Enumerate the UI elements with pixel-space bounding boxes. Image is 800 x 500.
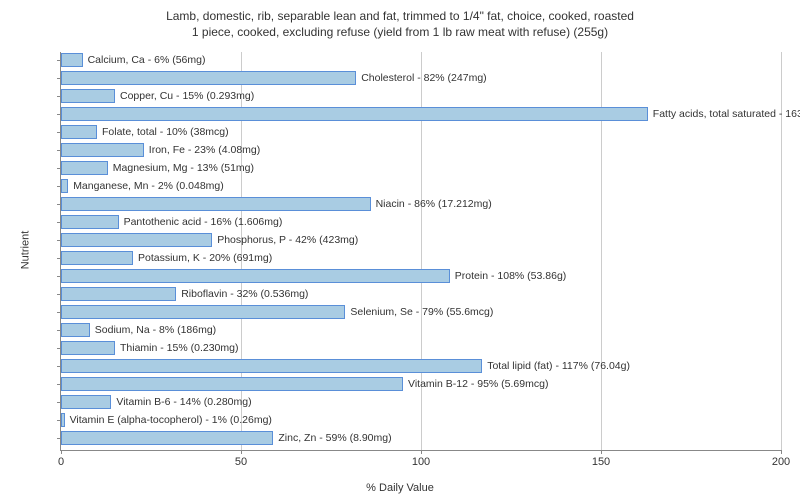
bar [61,269,450,283]
bar-label: Vitamin B-6 - 14% (0.280mg) [111,395,251,409]
bar [61,143,144,157]
bar [61,89,115,103]
bar-label: Zinc, Zn - 59% (8.90mg) [273,431,391,445]
bar-label: Riboflavin - 32% (0.536mg) [176,287,308,301]
x-tick-label: 50 [235,456,247,468]
bar-label: Total lipid (fat) - 117% (76.04g) [482,359,630,373]
bar [61,359,482,373]
bar-label: Niacin - 86% (17.212mg) [371,197,492,211]
bar-label: Magnesium, Mg - 13% (51mg) [108,161,254,175]
title-line-1: Lamb, domestic, rib, separable lean and … [166,9,634,23]
x-axis-label: % Daily Value [366,482,434,494]
bar-label: Thiamin - 15% (0.230mg) [115,341,238,355]
bar [61,197,371,211]
x-tick [421,450,422,454]
bar-label: Selenium, Se - 79% (55.6mcg) [345,305,493,319]
bar [61,323,90,337]
bar-label: Cholesterol - 82% (247mg) [356,71,486,85]
x-tick [61,450,62,454]
y-axis-label: Nutrient [19,231,31,270]
bar [61,431,273,445]
bar [61,287,176,301]
bar [61,125,97,139]
bar-label: Calcium, Ca - 6% (56mg) [83,53,206,67]
bar-label: Iron, Fe - 23% (4.08mg) [144,143,260,157]
x-tick-label: 200 [772,456,790,468]
bar-label: Manganese, Mn - 2% (0.048mg) [68,179,224,193]
bar [61,107,648,121]
bar [61,215,119,229]
bar-label: Pantothenic acid - 16% (1.606mg) [119,215,283,229]
bar-label: Copper, Cu - 15% (0.293mg) [115,89,254,103]
x-tick-label: 0 [58,456,64,468]
bar-label: Fatty acids, total saturated - 163% (32.… [648,107,800,121]
bar-label: Sodium, Na - 8% (186mg) [90,323,216,337]
bar-label: Vitamin B-12 - 95% (5.69mcg) [403,377,548,391]
bar-label: Potassium, K - 20% (691mg) [133,251,272,265]
x-tick [781,450,782,454]
bar [61,71,356,85]
title-line-2: 1 piece, cooked, excluding refuse (yield… [192,25,608,39]
x-tick [601,450,602,454]
plot-area: 050100150200Calcium, Ca - 6% (56mg)Chole… [60,52,781,451]
chart-title: Lamb, domestic, rib, separable lean and … [0,0,800,40]
bar-label: Folate, total - 10% (38mcg) [97,125,229,139]
bar [61,341,115,355]
bar [61,377,403,391]
x-tick-label: 150 [592,456,610,468]
bar [61,161,108,175]
bar [61,305,345,319]
bar-label: Protein - 108% (53.86g) [450,269,566,283]
bar [61,179,68,193]
nutrient-chart: Lamb, domestic, rib, separable lean and … [0,0,800,500]
bar-label: Phosphorus, P - 42% (423mg) [212,233,358,247]
x-tick [241,450,242,454]
bar [61,53,83,67]
x-tick-label: 100 [412,456,430,468]
bar-label: Vitamin E (alpha-tocopherol) - 1% (0.26m… [65,413,272,427]
bar [61,251,133,265]
bar [61,395,111,409]
bar [61,233,212,247]
